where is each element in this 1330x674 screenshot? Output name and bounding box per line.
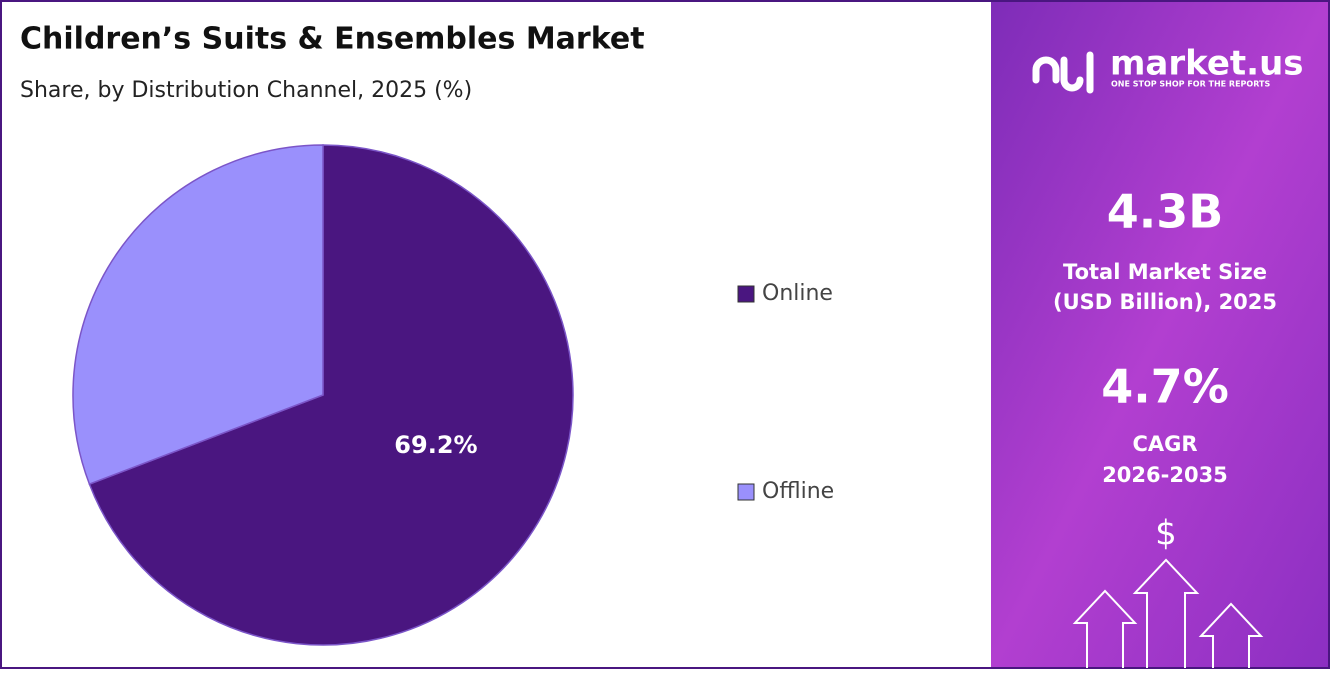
dollar-icon: $ (1155, 514, 1177, 554)
logo-tagline: ONE STOP SHOP FOR THE REPORTS (1111, 80, 1270, 89)
logo-text: market.us (1110, 44, 1304, 84)
legend-label: Offline (762, 479, 834, 504)
pie-slice (72, 144, 324, 486)
chart-subtitle: Share, by Distribution Channel, 2025 (%) (20, 78, 472, 103)
side-panel (991, 2, 1328, 667)
data-label: 69.2% (394, 431, 477, 459)
logo-icon (1032, 51, 1094, 94)
market-size-label: (USD Billion), 2025 (1053, 290, 1277, 314)
cagr-label: CAGR (1132, 432, 1197, 456)
cagr-period: 2026-2035 (1102, 463, 1228, 487)
cagr: 4.7% (1101, 360, 1229, 414)
market-size: 4.3B (1107, 185, 1224, 239)
market-size-label: Total Market Size (1063, 260, 1267, 284)
pie-slice (88, 144, 574, 646)
chart-title: Children’s Suits & Ensembles Market (20, 22, 645, 57)
arrows-icon (1072, 558, 1264, 668)
legend-swatch (737, 285, 755, 303)
legend-swatch (737, 483, 755, 501)
legend-label: Online (762, 281, 833, 306)
